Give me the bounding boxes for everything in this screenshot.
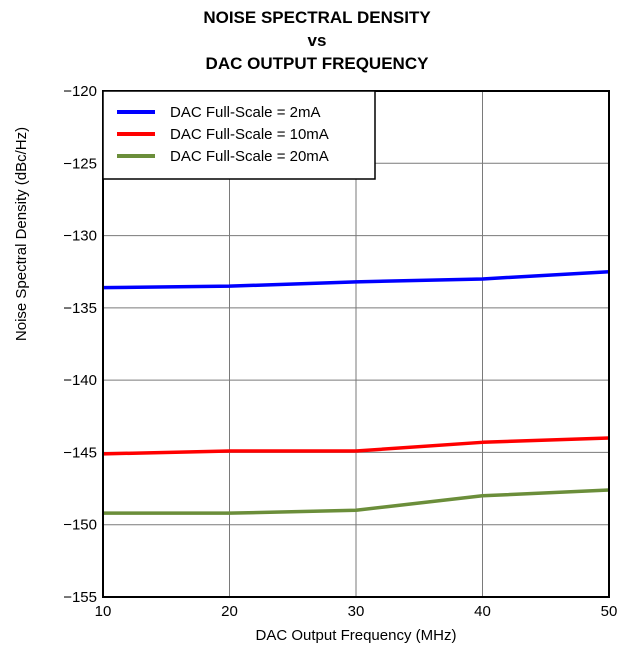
y-tick-label: −155 <box>63 589 97 606</box>
y-axis-label: Noise Spectral Density (dBc/Hz) <box>13 127 30 341</box>
y-tick-label: −130 <box>63 228 97 245</box>
legend-label-3: DAC Full-Scale = 20mA <box>170 148 329 165</box>
y-tick-label: −140 <box>63 372 97 389</box>
legend-label-1: DAC Full-Scale = 2mA <box>170 104 320 121</box>
x-tick-label: 40 <box>474 603 491 620</box>
y-tick-label: −145 <box>63 444 97 461</box>
y-tick-labels: −120 −125 −130 −135 −140 −145 −150 −155 <box>63 83 97 606</box>
chart-title-line-1: NOISE SPECTRAL DENSITY <box>203 8 431 27</box>
chart-title-line-3: DAC OUTPUT FREQUENCY <box>206 54 430 73</box>
legend-label-2: DAC Full-Scale = 10mA <box>170 126 329 143</box>
series-lines <box>102 269 610 515</box>
y-tick-label: −135 <box>63 300 97 317</box>
series-line-1 <box>102 269 610 290</box>
x-tick-label: 20 <box>221 603 238 620</box>
x-tick-labels: 10 20 30 40 50 <box>95 603 618 620</box>
x-tick-label: 50 <box>601 603 618 620</box>
series-line-2 <box>102 436 610 456</box>
y-tick-label: −150 <box>63 517 97 534</box>
y-tick-label: −125 <box>63 155 97 172</box>
x-tick-label: 10 <box>95 603 112 620</box>
x-tick-label: 30 <box>348 603 365 620</box>
x-axis-label: DAC Output Frequency (MHz) <box>256 627 457 644</box>
y-tick-label: −120 <box>63 83 97 100</box>
series-line-3 <box>103 488 610 515</box>
chart-title-line-2: vs <box>308 31 327 50</box>
legend: DAC Full-Scale = 2mA DAC Full-Scale = 10… <box>102 90 376 180</box>
